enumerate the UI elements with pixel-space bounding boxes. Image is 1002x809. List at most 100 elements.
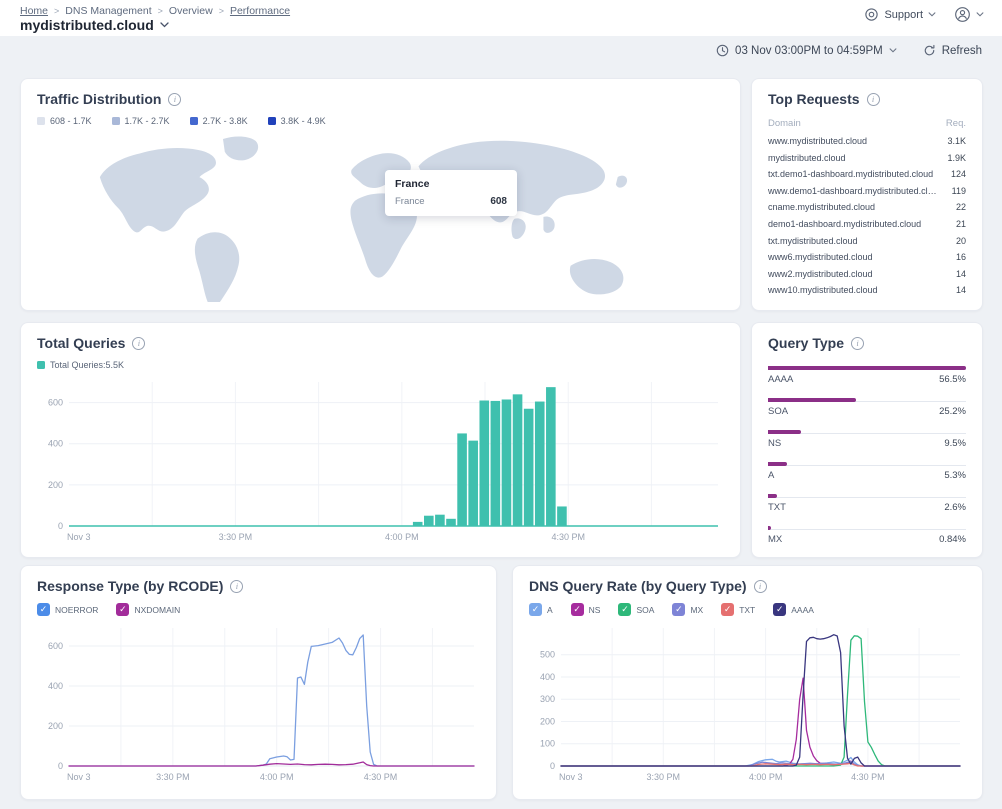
legend-label: Total Queries:5.5K [50,360,125,370]
card-title: Query Type [768,335,844,351]
query-type-pct: 0.84% [939,534,966,545]
info-icon[interactable]: i [230,579,244,593]
domain-cell: txt.demo1-dashboard.mydistributed.cloud [768,169,934,180]
query-type-row[interactable]: A 5.3% [768,461,966,481]
query-type-row[interactable]: SOA 25.2% [768,397,966,417]
card-title: Response Type (by RCODE) [37,578,224,594]
clock-icon [716,44,729,57]
zone-title[interactable]: mydistributed.cloud [20,17,169,33]
info-icon[interactable]: i [866,92,880,106]
domain-cell: mydistributed.cloud [768,152,846,163]
query-type-bar [768,462,787,466]
legend-item[interactable]: 608 - 1.7K [37,116,92,126]
query-type-label: AAAA [768,374,794,385]
date-range-picker[interactable]: 03 Nov 03:00PM to 04:59PM [716,44,897,57]
legend-label: 1.7K - 2.7K [124,116,170,126]
info-icon[interactable]: i [753,579,767,593]
top-requests-header: Domain Req. [768,118,966,129]
query-type-row[interactable]: TXT 2.6% [768,493,966,513]
legend-checkbox-txt[interactable]: ✓ TXT [721,603,755,616]
legend-checkbox-mx[interactable]: ✓ MX [672,603,703,616]
dns-query-rate-legend: ✓ A ✓ NS ✓ SOA ✓ MX ✓ TXT ✓ AAAA [529,603,966,616]
breadcrumb-item-dns-management[interactable]: DNS Management [65,5,152,17]
legend-checkbox-noerror[interactable]: ✓ NOERROR [37,603,98,616]
legend-checkbox-aaaa[interactable]: ✓ AAAA [773,603,814,616]
svg-text:4:00 PM: 4:00 PM [749,772,783,782]
requests-cell: 14 [955,285,966,296]
legend-label: 2.7K - 3.8K [202,116,248,126]
legend-checkbox-nxdomain[interactable]: ✓ NXDOMAIN [116,603,180,616]
query-type-row[interactable]: AAAA 56.5% [768,365,966,385]
domain-cell: cname.mydistributed.cloud [768,202,876,213]
map-tooltip-country: France [395,196,425,207]
top-bar: Home > DNS Management > Overview > Performance… [0,0,1002,36]
checkbox-checked-icon: ✓ [618,603,632,616]
requests-cell: 14 [955,268,966,279]
legend-checkbox-a[interactable]: ✓ A [529,603,553,616]
table-row[interactable]: www10.mydistributed.cloud 14 [768,285,966,295]
table-row[interactable]: txt.demo1-dashboard.mydistributed.cloud 1… [768,169,966,179]
info-icon[interactable]: i [168,92,182,106]
response-type-card: Response Type (by RCODE) i ✓ NOERROR ✓ NXDO… [20,565,497,800]
legend-checkbox-soa[interactable]: ✓ SOA [618,603,654,616]
response-type-chart[interactable]: 0 200 400 600 Nov 3 3:30 PM 4:00 PM 4:30 PM [37,620,480,786]
dns-query-rate-chart[interactable]: 0 100 200 300 400 500 Nov 3 3:30 PM 4:00 PM 4:30 … [529,620,966,786]
query-type-row[interactable]: MX 0.84% [768,525,966,545]
legend-checkbox-ns[interactable]: ✓ NS [570,603,601,616]
legend-item[interactable]: Total Queries:5.5K [37,360,124,370]
checkbox-checked-icon: ✓ [672,603,686,616]
table-row[interactable]: txt.mydistributed.cloud 20 [768,236,966,246]
table-row[interactable]: demo1-dashboard.mydistributed.cloud 21 [768,219,966,229]
svg-text:4:30 PM: 4:30 PM [851,772,885,782]
requests-cell: 1.9K [947,152,966,163]
table-row[interactable]: www6.mydistributed.cloud 16 [768,252,966,262]
breadcrumb-separator: > [54,6,60,16]
legend-item[interactable]: 3.8K - 4.9K [267,116,326,126]
info-icon[interactable]: i [132,336,146,350]
breadcrumb-item-home[interactable]: Home [20,5,49,17]
map-tooltip-title: France [395,178,430,190]
legend-label: A [547,604,553,615]
svg-text:3:30 PM: 3:30 PM [647,772,681,782]
requests-cell: 124 [950,169,966,180]
table-row[interactable]: www.demo1-dashboard.mydistributed.cloud 1… [768,186,966,196]
checkbox-checked-icon: ✓ [570,603,584,616]
query-type-row[interactable]: NS 9.5% [768,429,966,449]
table-row[interactable]: cname.mydistributed.cloud 22 [768,202,966,212]
svg-text:0: 0 [58,521,63,531]
query-type-pct: 5.3% [944,470,966,481]
info-icon[interactable]: i [851,336,864,350]
requests-cell: 119 [951,185,966,196]
query-type-pct: 56.5% [939,374,966,385]
domain-cell: demo1-dashboard.mydistributed.cloud [768,218,922,229]
domain-cell: www6.mydistributed.cloud [768,252,873,263]
query-type-label: A [768,470,775,481]
total-queries-card: Total Queries i Total Queries:5.5K 0 200 4… [20,322,741,558]
column-req: Req. [945,118,966,129]
svg-text:400: 400 [540,672,555,682]
checkbox-checked-icon: ✓ [37,603,50,616]
table-row[interactable]: www2.mydistributed.cloud 14 [768,269,966,279]
legend-label: NS [588,604,601,615]
legend-swatch [111,117,120,125]
domain-cell: www10.mydistributed.cloud [768,285,878,296]
query-type-pct: 25.2% [939,406,966,417]
legend-item[interactable]: 2.7K - 3.8K [189,116,248,126]
svg-text:500: 500 [540,650,555,660]
requests-cell: 20 [955,235,966,246]
domain-cell: www.mydistributed.cloud [768,136,868,146]
support-button[interactable]: Support [864,7,936,22]
breadcrumb-item-performance[interactable]: Performance [229,5,291,17]
domain-cell: www2.mydistributed.cloud [768,268,873,279]
total-queries-chart[interactable]: 0 200 400 600 Nov 3 3:30 PM 4:00 PM 4:30 PM [37,374,724,546]
table-row[interactable]: www.mydistributed.cloud 3.1K [768,136,966,146]
user-menu-button[interactable] [954,6,984,23]
map-tooltip-value: 608 [490,196,507,207]
table-row[interactable]: mydistributed.cloud 1.9K [768,153,966,163]
total-queries-legend: Total Queries:5.5K [37,360,724,370]
breadcrumb-item-overview[interactable]: Overview [168,5,213,17]
legend-item[interactable]: 1.7K - 2.7K [111,116,170,126]
domain-cell: www.demo1-dashboard.mydistributed.cloud [768,185,938,196]
refresh-button[interactable]: Refresh [923,44,982,57]
world-map[interactable]: France France 608 [37,130,724,307]
